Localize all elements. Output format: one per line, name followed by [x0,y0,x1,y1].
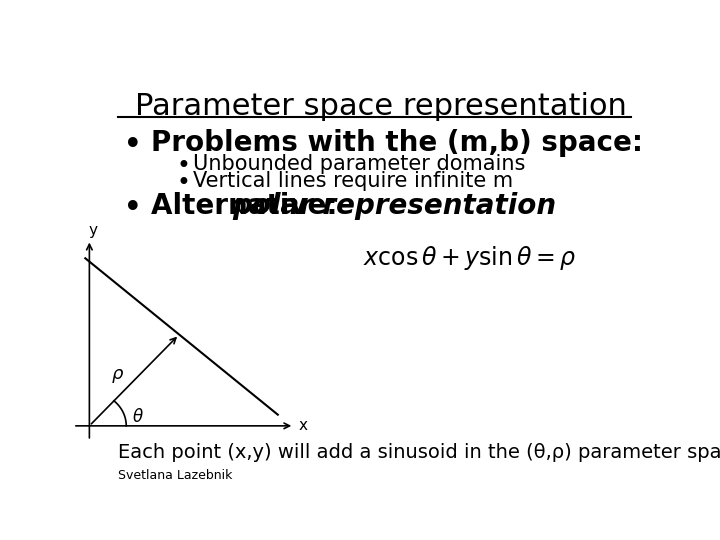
Text: x: x [298,418,307,434]
Text: Parameter space representation: Parameter space representation [135,92,626,121]
Text: •: • [124,192,143,225]
Text: Vertical lines require infinite m: Vertical lines require infinite m [193,171,513,191]
Text: •: • [176,171,190,195]
Text: •: • [176,154,190,178]
Text: $\theta$: $\theta$ [132,408,144,426]
Text: $\rho$: $\rho$ [112,367,125,386]
Text: Svetlana Lazebnik: Svetlana Lazebnik [118,469,233,482]
Text: Unbounded parameter domains: Unbounded parameter domains [193,154,526,174]
Text: y: y [89,223,98,238]
Text: polar representation: polar representation [233,192,557,220]
Text: •: • [124,129,143,162]
Text: Alternative:: Alternative: [151,192,348,220]
Text: $x\cos\theta + y\sin\theta = \rho$: $x\cos\theta + y\sin\theta = \rho$ [364,244,577,272]
Text: Each point (x,y) will add a sinusoid in the (θ,ρ) parameter space: Each point (x,y) will add a sinusoid in … [118,443,720,462]
Text: Problems with the (m,b) space:: Problems with the (m,b) space: [151,129,644,157]
